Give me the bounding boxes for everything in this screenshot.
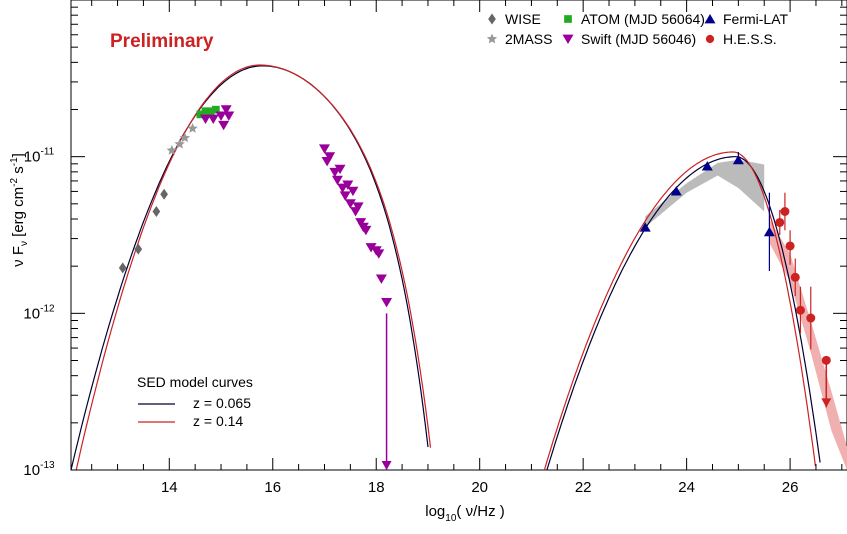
2mass-point — [179, 132, 190, 143]
upper-limit-arrowhead — [821, 398, 832, 408]
swift-mjd-56046-point — [355, 218, 367, 228]
swift-mjd-56046-point — [344, 199, 356, 209]
2mass-point — [174, 138, 185, 149]
swift-mjd-56046-point — [373, 249, 385, 259]
y-tick-label: 10-12 — [23, 303, 55, 322]
swift-mjd-56046-point — [381, 297, 393, 308]
model-legend-label-0: z = 0.065 — [193, 395, 251, 411]
wise-point — [118, 262, 127, 274]
butterfly-band — [645, 159, 765, 228]
swift-mjd-56046-point — [342, 180, 354, 190]
x-tick-label: 20 — [471, 479, 488, 496]
x-tick-label: 16 — [264, 479, 281, 496]
h-e-s-s-point — [785, 241, 795, 251]
x-axis-label: log10( ν/Hz ) — [425, 503, 504, 524]
y-axis-label: ν Fν [erg cm-2 s-1] — [9, 153, 30, 267]
fermi-lat-point — [670, 186, 682, 196]
legend-marker-1 — [486, 33, 498, 44]
data-legend: WISE 2MASS ATOM (MJD 56064) Swift (MJD 5604… — [486, 11, 789, 47]
model-legend-title: SED model curves — [137, 374, 253, 390]
preliminary-watermark: Preliminary — [110, 31, 214, 52]
legend-label-3: Swift (MJD 56046) — [581, 31, 696, 47]
axis-ticks: 14 16 18 20 22 24 26 10-13 10-12 10-11 — [23, 0, 847, 496]
swift-mjd-56046-point — [215, 111, 227, 121]
sync-curve — [70, 65, 429, 471]
bands-layer — [645, 159, 847, 470]
legend-marker-0 — [488, 13, 496, 25]
swift-mjd-56046-point — [334, 164, 346, 175]
swift-mjd-56046-point — [324, 152, 336, 162]
model-curves-layer — [70, 64, 821, 471]
legend-marker-4 — [704, 14, 716, 24]
swift-mjd-56046-point — [339, 191, 351, 201]
h-e-s-s-point — [795, 305, 805, 315]
legend-marker-2 — [564, 15, 572, 23]
fermi-lat-point — [639, 222, 651, 232]
swift-mjd-56046-point — [347, 186, 359, 197]
y-tick-label: 10-11 — [24, 147, 55, 166]
butterfly-band — [769, 219, 847, 470]
wise-point — [134, 243, 143, 255]
swift-mjd-56046-point — [375, 274, 387, 284]
legend-label-5: H.E.S.S. — [723, 31, 777, 47]
model-legend: SED model curves z = 0.065 z = 0.14 — [137, 374, 253, 429]
x-tick-label: 24 — [678, 479, 695, 496]
model-legend-label-1: z = 0.14 — [193, 413, 243, 429]
data-points-layer — [118, 105, 832, 470]
swift-mjd-56046-point — [220, 105, 232, 115]
atom-mjd-56064-point — [201, 107, 210, 116]
fermi-lat-point — [732, 154, 744, 165]
wise-point — [160, 188, 168, 200]
swift-mjd-56046-point — [218, 120, 230, 131]
y-tick-label: 10-13 — [23, 460, 55, 479]
h-e-s-s-point — [806, 313, 816, 323]
fermi-lat-point — [701, 161, 713, 171]
x-tick-label: 14 — [161, 479, 178, 496]
x-tick-label: 22 — [575, 479, 592, 496]
swift-mjd-56046-point — [352, 202, 364, 212]
swift-mjd-56046-point — [365, 243, 377, 253]
h-e-s-s-point — [780, 207, 790, 216]
sync-curve — [75, 64, 432, 471]
h-e-s-s-point — [790, 272, 800, 282]
swift-mjd-56046-point — [337, 183, 349, 193]
swift-mjd-56046-point — [200, 114, 212, 125]
swift-mjd-56046-point — [207, 114, 219, 125]
atom-mjd-56064-point — [212, 105, 220, 114]
wise-point — [152, 206, 161, 217]
swift-mjd-56046-point — [360, 225, 372, 236]
fermi-lat-point — [763, 226, 775, 237]
swift-mjd-56046-point — [223, 111, 235, 121]
ic-curve — [546, 156, 821, 471]
legend-marker-3 — [562, 34, 574, 44]
legend-marker-5 — [705, 34, 715, 44]
atom-mjd-56064-point — [206, 107, 215, 116]
2mass-point — [166, 144, 178, 155]
x-tick-label: 26 — [782, 479, 799, 496]
x-tick-label: 18 — [368, 479, 385, 496]
legend-label-0: WISE — [505, 11, 541, 27]
legend-label-2: ATOM (MJD 56064) — [581, 11, 705, 27]
legend-label-4: Fermi-LAT — [723, 11, 789, 27]
legend-label-1: 2MASS — [505, 31, 552, 47]
swift-mjd-56046-point — [329, 167, 341, 178]
2mass-point — [187, 123, 198, 133]
swift-mjd-56046-point — [318, 144, 330, 154]
plot-frame — [70, 0, 847, 471]
swift-mjd-56046-point — [331, 175, 343, 186]
atom-mjd-56064-point — [196, 110, 205, 119]
h-e-s-s-point — [775, 217, 785, 227]
ic-curve — [543, 151, 816, 471]
upper-limit-arrowhead — [381, 461, 392, 470]
